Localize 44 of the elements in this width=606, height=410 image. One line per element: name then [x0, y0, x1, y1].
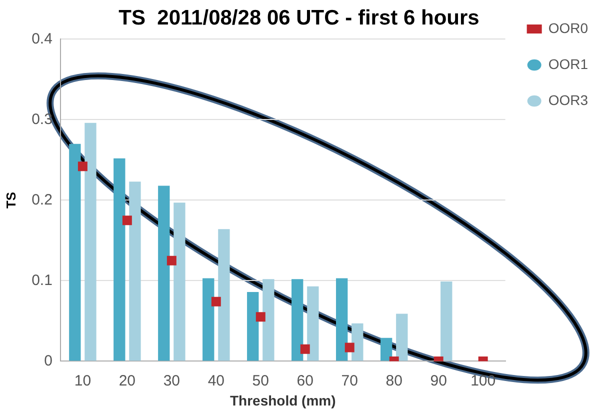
x-axis-title: Threshold (mm) — [230, 392, 336, 408]
bar — [114, 158, 126, 361]
y-tick-label: 0.4 — [32, 30, 52, 48]
x-tick-label: 10 — [74, 372, 92, 390]
point — [211, 296, 221, 306]
bar — [84, 122, 96, 361]
y-axis-title: TS — [3, 192, 18, 209]
bar — [158, 186, 170, 361]
point — [122, 216, 132, 226]
bar — [292, 279, 304, 361]
legend-label: OOR3 — [548, 92, 588, 108]
bar — [218, 229, 230, 361]
point — [344, 342, 354, 352]
y-tick-label: 0 — [44, 352, 52, 370]
x-tick-label: 100 — [470, 372, 496, 390]
x-tick-label: 40 — [208, 372, 224, 390]
bar — [262, 279, 274, 361]
bar — [380, 338, 392, 361]
point — [300, 344, 310, 354]
bar — [307, 286, 319, 361]
x-tick-label: 30 — [163, 372, 180, 390]
bar — [440, 282, 452, 361]
point — [256, 312, 266, 322]
bar — [247, 292, 259, 361]
y-tick-label: 0.1 — [32, 272, 52, 289]
y-tick-label: 0.2 — [32, 191, 52, 208]
bar — [336, 278, 348, 361]
bar — [352, 323, 364, 361]
legend-label: OOR1 — [548, 56, 588, 72]
bar — [396, 314, 408, 361]
bar — [69, 144, 81, 361]
x-tick-label: 60 — [296, 372, 314, 390]
point — [166, 256, 176, 266]
x-tick-label: 80 — [386, 372, 402, 390]
x-tick-label: 70 — [341, 372, 358, 390]
bar — [174, 202, 186, 361]
point — [78, 162, 88, 172]
bar — [129, 182, 141, 361]
x-tick-label: 20 — [118, 372, 136, 390]
x-tick-label: 90 — [430, 372, 447, 390]
x-tick-label: 50 — [252, 372, 269, 390]
legend-label: OOR0 — [548, 20, 588, 36]
chart-title: TS 2011/08/28 06 UTC - first 6 hours — [118, 6, 480, 30]
bar — [202, 278, 214, 361]
